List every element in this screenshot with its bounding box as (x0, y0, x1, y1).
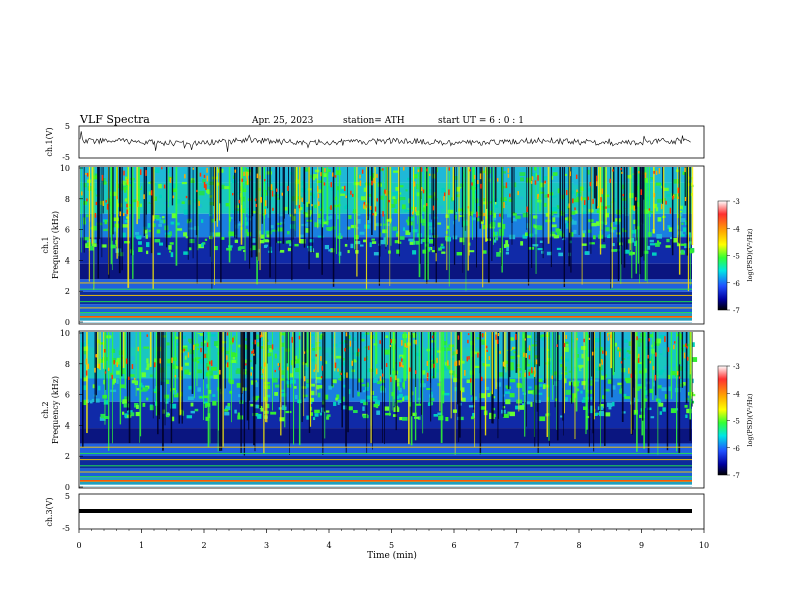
ch1-spec-ylabel-line1: ch.1 (41, 236, 50, 253)
colorbar-tick-label: -6 (733, 445, 740, 453)
x-tick-label: 2 (201, 541, 206, 550)
freq-tick-label: 10 (60, 329, 70, 338)
ch1-spec-ylabel-line2: Frequency (kHz) (51, 211, 60, 279)
x-tick-label: 0 (76, 541, 81, 550)
freq-tick-label: 8 (65, 360, 70, 369)
ch2-colorbar (717, 365, 728, 476)
x-tick-label: 1 (139, 541, 144, 550)
ch1-waveform-panel: 5 -5 ch.1(V) (45, 122, 705, 162)
colorbar-tick-label: -3 (733, 363, 740, 371)
ch2-spectrogram (80, 332, 698, 487)
ch1-ytick-top: 5 (65, 122, 70, 131)
x-tick-label: 4 (326, 541, 331, 550)
x-tick-label: 5 (389, 541, 394, 550)
ch1-ytick-bottom: -5 (62, 153, 70, 162)
freq-tick-label: 6 (65, 226, 70, 235)
figure-title: VLF Spectra (79, 113, 150, 126)
date-label: Apr. 25, 2023 (251, 116, 314, 126)
freq-tick-label: 0 (65, 318, 70, 327)
ch2-spec-ylabel-line1: ch.2 (41, 401, 50, 418)
freq-tick-label: 4 (65, 421, 70, 430)
colorbar-tick-label: -6 (733, 280, 740, 288)
colorbar-tick-label: -4 (733, 390, 740, 398)
ch1-colorbar (717, 200, 728, 311)
ch3-waveform-panel: 5 -5 ch.3(V) (45, 492, 705, 533)
ch1-waveform-line (79, 131, 691, 152)
freq-tick-label: 0 (65, 483, 70, 492)
start-time-label: start UT = 6 : 0 : 1 (438, 116, 524, 126)
ch1-colorbar-label: log(PSD)(V²/Hz) (746, 228, 754, 281)
x-tick-label: 7 (514, 541, 519, 550)
ch1-spectrogram (80, 167, 695, 323)
colorbar-tick-label: -5 (733, 418, 740, 426)
station-label: station= ATH (343, 116, 405, 126)
freq-tick-label: 6 (65, 391, 70, 400)
colorbar-tick-label: -5 (733, 253, 740, 261)
freq-tick-label: 2 (65, 452, 70, 461)
colorbar-tick-label: -3 (733, 198, 740, 206)
ch3-ytick-bottom: -5 (62, 524, 70, 533)
freq-tick-label: 8 (65, 195, 70, 204)
x-axis-label: Time (min) (367, 550, 417, 561)
ch2-colorbar-label: log(PSD)(V²/Hz) (746, 393, 754, 446)
freq-tick-label: 10 (60, 164, 70, 173)
x-tick-label: 6 (451, 541, 456, 550)
x-tick-label: 8 (576, 541, 581, 550)
freq-tick-label: 4 (65, 256, 70, 265)
colorbar-tick-label: -7 (733, 307, 740, 315)
ch1-wave-ylabel: ch.1(V) (45, 127, 54, 156)
colorbar-tick-label: -7 (733, 472, 740, 480)
x-tick-label: 9 (639, 541, 644, 550)
ch2-spec-ylabel-line2: Frequency (kHz) (51, 376, 60, 444)
x-tick-label: 3 (264, 541, 269, 550)
freq-tick-label: 2 (65, 287, 70, 296)
x-axis: 0 1 2 3 4 5 6 7 8 9 10 (76, 529, 709, 550)
x-tick-label: 10 (699, 541, 709, 550)
ch3-wave-ylabel: ch.3(V) (45, 497, 54, 526)
ch3-ytick-top: 5 (65, 492, 70, 501)
colorbar-tick-label: -4 (733, 225, 740, 233)
